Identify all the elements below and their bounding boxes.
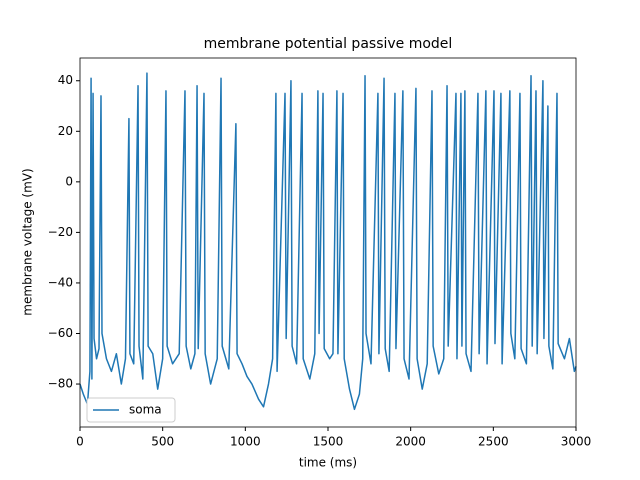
x-tick-label: 1500 xyxy=(313,435,344,449)
legend-label: soma xyxy=(129,403,162,417)
plot-frame xyxy=(79,57,577,428)
y-axis-label: membrane voltage (mV) xyxy=(21,168,35,315)
chart-title: membrane potential passive model xyxy=(204,36,453,52)
y-tick-label: −20 xyxy=(48,225,73,239)
x-axis-label: time (ms) xyxy=(299,456,357,470)
series-line xyxy=(79,72,577,411)
x-tick-label: 1000 xyxy=(230,435,261,449)
x-tick-label: 500 xyxy=(151,435,174,449)
x-tick-label: 0 xyxy=(76,435,84,449)
x-tick-label: 3000 xyxy=(561,435,592,449)
y-tick-label: 20 xyxy=(58,124,73,138)
y-tick-label: 0 xyxy=(65,174,73,188)
y-tick-label: −80 xyxy=(48,377,73,391)
x-tick-label: 2000 xyxy=(395,435,426,449)
y-tick-label: −60 xyxy=(48,326,73,340)
y-tick-label: −40 xyxy=(48,275,73,289)
y-tick-label: 40 xyxy=(58,73,73,87)
legend-box xyxy=(86,397,176,423)
x-tick-label: 2500 xyxy=(478,435,509,449)
